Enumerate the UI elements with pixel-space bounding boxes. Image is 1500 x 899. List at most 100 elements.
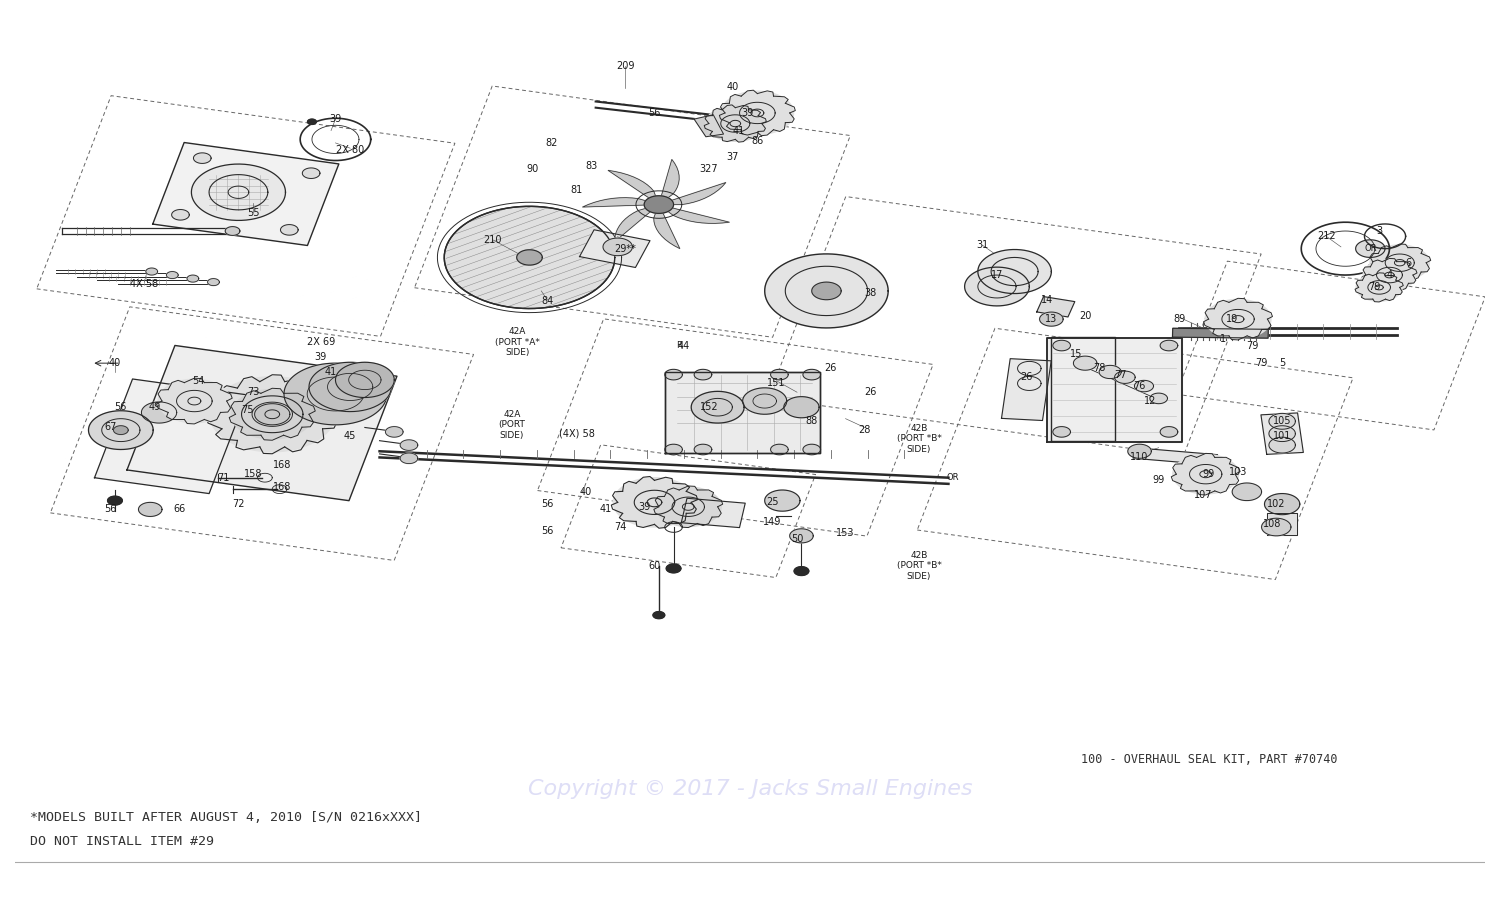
Text: Copyright © 2017 - Jacks Small Engines: Copyright © 2017 - Jacks Small Engines [528, 779, 972, 798]
Text: 212: 212 [1317, 231, 1335, 241]
Text: 74: 74 [615, 522, 627, 532]
Text: 105: 105 [1274, 416, 1292, 426]
Polygon shape [664, 369, 682, 380]
Text: 100 - OVERHAUL SEAL KIT, PART #70740: 100 - OVERHAUL SEAL KIT, PART #70740 [1080, 753, 1338, 766]
Polygon shape [1268, 513, 1298, 536]
Polygon shape [114, 426, 128, 434]
Text: 99: 99 [1203, 469, 1215, 479]
Text: 56: 56 [542, 526, 554, 536]
Polygon shape [1364, 259, 1416, 291]
Polygon shape [146, 268, 158, 275]
Polygon shape [694, 115, 723, 137]
Text: 2X 69: 2X 69 [306, 337, 334, 347]
Polygon shape [1150, 393, 1167, 404]
Text: 3: 3 [1376, 226, 1382, 236]
Text: 77: 77 [1114, 369, 1126, 379]
Text: 81: 81 [570, 184, 582, 194]
Text: 14: 14 [1041, 295, 1053, 305]
Polygon shape [771, 369, 788, 380]
Polygon shape [309, 362, 392, 412]
Text: 20: 20 [1078, 310, 1092, 321]
Polygon shape [400, 453, 418, 464]
Text: 42B
(PORT *B*
SIDE): 42B (PORT *B* SIDE) [897, 424, 942, 454]
Text: 5: 5 [1280, 358, 1286, 369]
Text: *MODELS BUILT AFTER AUGUST 4, 2010 [S/N 0216xXXX]: *MODELS BUILT AFTER AUGUST 4, 2010 [S/N … [30, 811, 422, 824]
Polygon shape [1053, 340, 1071, 351]
Polygon shape [692, 391, 744, 423]
Polygon shape [614, 477, 696, 527]
Polygon shape [231, 389, 314, 439]
Polygon shape [742, 387, 786, 414]
Text: 210: 210 [483, 235, 502, 245]
Polygon shape [153, 143, 339, 245]
Text: 39: 39 [330, 114, 342, 124]
Text: OR: OR [946, 473, 958, 482]
Text: 50: 50 [790, 534, 802, 545]
Polygon shape [1074, 356, 1096, 370]
Text: 66: 66 [174, 504, 186, 514]
Text: 17: 17 [992, 270, 1004, 280]
Polygon shape [1036, 297, 1076, 317]
Text: 89: 89 [1173, 314, 1185, 325]
Polygon shape [964, 267, 1029, 306]
Text: 152: 152 [699, 402, 718, 413]
Text: 6: 6 [1406, 258, 1411, 268]
Text: 26: 26 [825, 363, 837, 373]
Text: 1: 1 [1221, 334, 1227, 344]
Polygon shape [444, 207, 615, 308]
Polygon shape [1053, 427, 1071, 437]
Polygon shape [108, 496, 123, 505]
Text: 84: 84 [542, 297, 554, 307]
Text: 25: 25 [766, 497, 778, 507]
Polygon shape [88, 411, 153, 450]
Polygon shape [255, 404, 290, 425]
Text: 44: 44 [678, 341, 690, 351]
Text: 40: 40 [110, 358, 122, 369]
Text: 42A
(PORT *A*
SIDE): 42A (PORT *A* SIDE) [495, 327, 540, 357]
Polygon shape [765, 490, 800, 512]
Text: 28: 28 [858, 425, 871, 435]
Text: 42A
(PORT
SIDE): 42A (PORT SIDE) [498, 410, 525, 440]
Text: 29**: 29** [614, 244, 636, 254]
Text: 39: 39 [315, 352, 327, 362]
Text: R: R [676, 341, 682, 350]
Text: 88: 88 [806, 416, 818, 426]
Polygon shape [138, 503, 162, 516]
Text: 102: 102 [1268, 499, 1286, 509]
Text: 71: 71 [217, 473, 229, 483]
Text: (4X) 58: (4X) 58 [558, 429, 594, 439]
Text: 56: 56 [542, 499, 554, 509]
Text: 56: 56 [114, 402, 128, 413]
Polygon shape [1356, 240, 1384, 257]
Text: 79: 79 [1368, 281, 1382, 291]
Text: 72: 72 [232, 499, 244, 509]
Polygon shape [516, 250, 543, 265]
Text: 42B
(PORT *B*
SIDE): 42B (PORT *B* SIDE) [897, 551, 942, 581]
Text: 13: 13 [1046, 314, 1058, 325]
Text: 103: 103 [1228, 467, 1246, 476]
Polygon shape [171, 209, 189, 220]
Polygon shape [694, 444, 712, 455]
Text: 26: 26 [1020, 372, 1032, 382]
Polygon shape [664, 444, 682, 455]
Polygon shape [1128, 444, 1152, 458]
Polygon shape [694, 369, 712, 380]
Text: 41: 41 [732, 126, 744, 136]
Text: 108: 108 [1263, 520, 1281, 530]
Polygon shape [1262, 518, 1292, 536]
Polygon shape [802, 444, 820, 455]
Polygon shape [615, 205, 658, 242]
Text: 56: 56 [648, 108, 660, 118]
Polygon shape [1160, 340, 1178, 351]
Polygon shape [141, 402, 177, 423]
Text: 67: 67 [105, 423, 117, 432]
Text: 39: 39 [638, 502, 651, 512]
Text: 2X 80: 2X 80 [336, 145, 364, 155]
Polygon shape [210, 377, 334, 452]
Polygon shape [603, 238, 633, 255]
Polygon shape [658, 205, 729, 223]
Text: 26: 26 [864, 387, 876, 397]
Text: 75: 75 [242, 405, 254, 414]
Polygon shape [722, 91, 794, 135]
Text: 168: 168 [273, 460, 291, 470]
